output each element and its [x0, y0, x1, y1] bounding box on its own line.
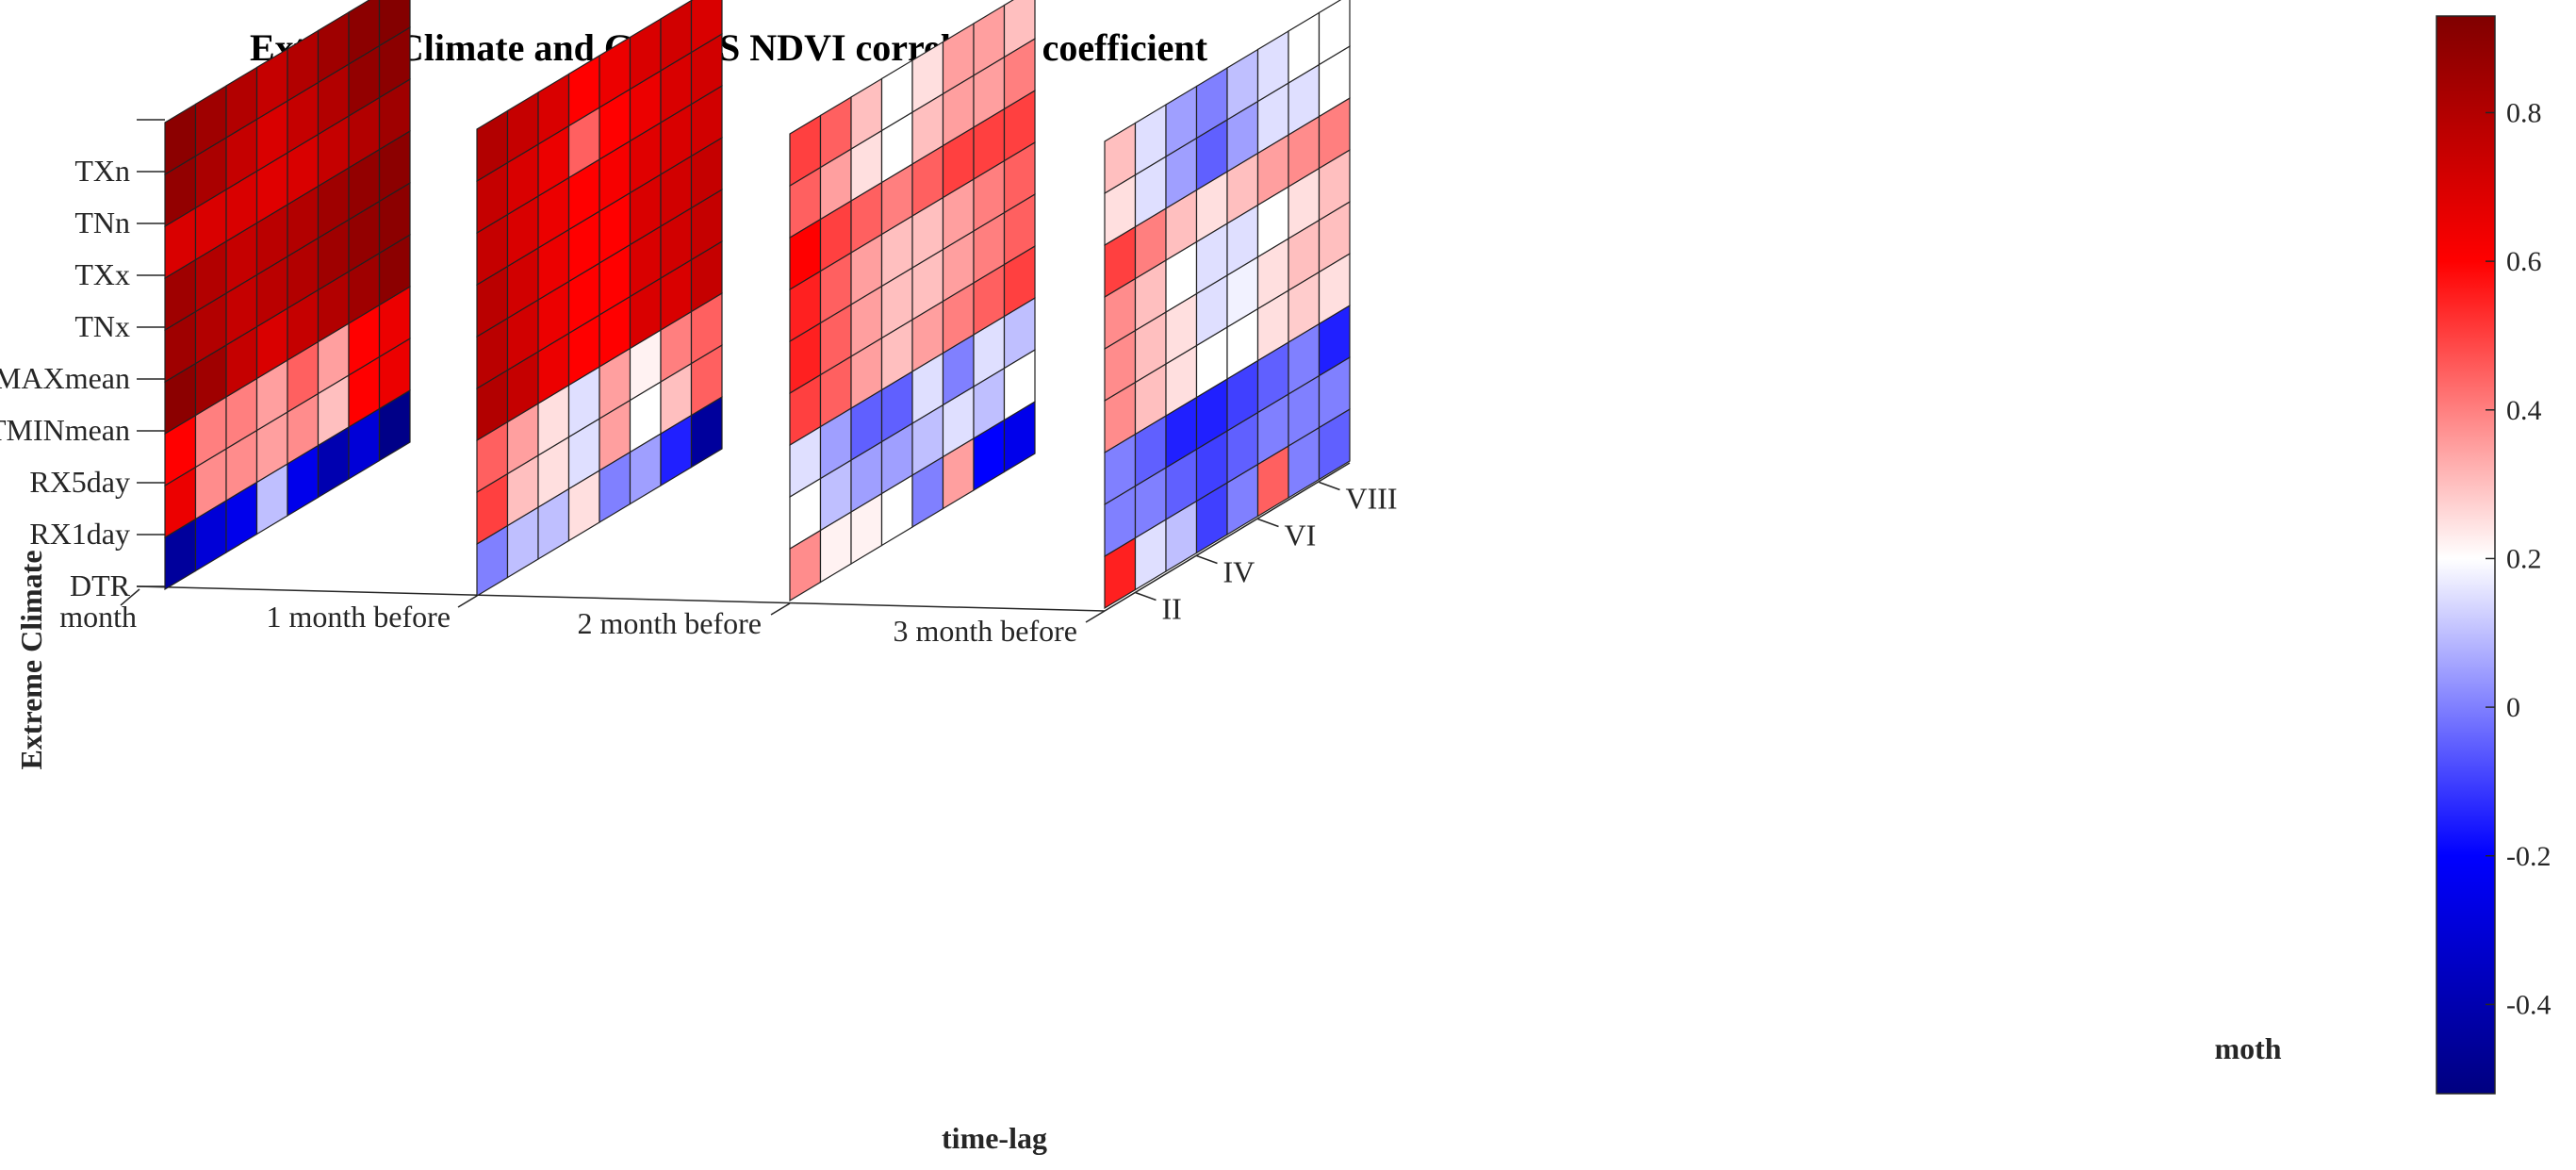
tick-labels: DTR RX1day RX5day TMINmean TMAXmean TNx TXx TNn… [0, 154, 1398, 648]
x-tick-mark [770, 602, 791, 616]
x-axis-title: time-lag [942, 1121, 1047, 1155]
panel-2 [476, 0, 723, 598]
colorbar-tick-label: -0.2 [2506, 841, 2551, 872]
month-tick-label: IV [1223, 555, 1255, 589]
axes-layer [120, 119, 1351, 623]
heatmap-cell [1003, 0, 1036, 58]
month-tick-mark [1135, 591, 1157, 601]
y-tick-label: RX5day [29, 465, 130, 499]
time-lag-axis-line [136, 585, 1106, 612]
panel-3 [789, 0, 1036, 602]
colorbar-tick-label: 0 [2506, 692, 2520, 723]
colorbar-tick-label: -0.4 [2506, 989, 2551, 1020]
y-tick-label: DTR [70, 569, 131, 602]
month-tick-mark [1196, 554, 1218, 565]
month-axis-title: moth [2214, 1031, 2281, 1065]
heatmap-cell [1318, 0, 1351, 66]
y-tick-label: TNx [74, 309, 130, 343]
y-tick-label: TXn [74, 154, 130, 188]
x-tick-mark [120, 588, 140, 606]
month-tick-mark [1257, 518, 1279, 528]
colorbar-tick-label: 0.6 [2506, 246, 2542, 277]
y-tick-label: TMAXmean [0, 361, 130, 395]
heatmap-panels [164, 0, 1351, 610]
x-tick-mark [1085, 610, 1106, 623]
x-tick-label: 2 month before [578, 606, 763, 640]
x-tick-label: 1 month before [267, 600, 451, 634]
month-tick-label: II [1162, 592, 1182, 626]
colorbar-tick-label: 0.4 [2506, 395, 2542, 426]
month-tick-mark [1319, 481, 1340, 491]
colorbar-gradient [2436, 15, 2496, 1095]
y-tick-label: TNn [74, 206, 130, 239]
panel-4 [1104, 0, 1351, 610]
x-tick-label: 3 month before [894, 614, 1078, 648]
colorbar: -0.4 -0.2 0 0.2 0.4 0.6 0.8 [2436, 15, 2551, 1095]
heatmap-cell [690, 0, 723, 54]
panel-1 [164, 0, 411, 591]
month-tick-label: VI [1285, 519, 1317, 552]
x-tick-label: month [59, 600, 137, 634]
y-tick-label: TMINmean [0, 413, 130, 447]
y-tick-label: RX1day [29, 517, 130, 551]
y-tick-label: TXx [74, 257, 130, 291]
month-axis-line [1104, 462, 1351, 612]
month-tick-label: VIII [1346, 482, 1398, 516]
y-axis-title: Extreme Climate [14, 550, 48, 769]
colorbar-tick-label: 0.8 [2506, 98, 2542, 129]
heatmap-cell [378, 0, 411, 47]
heatmap-cell [348, 0, 381, 66]
x-tick-mark [457, 595, 478, 608]
colorbar-tick-label: 0.2 [2506, 543, 2542, 574]
